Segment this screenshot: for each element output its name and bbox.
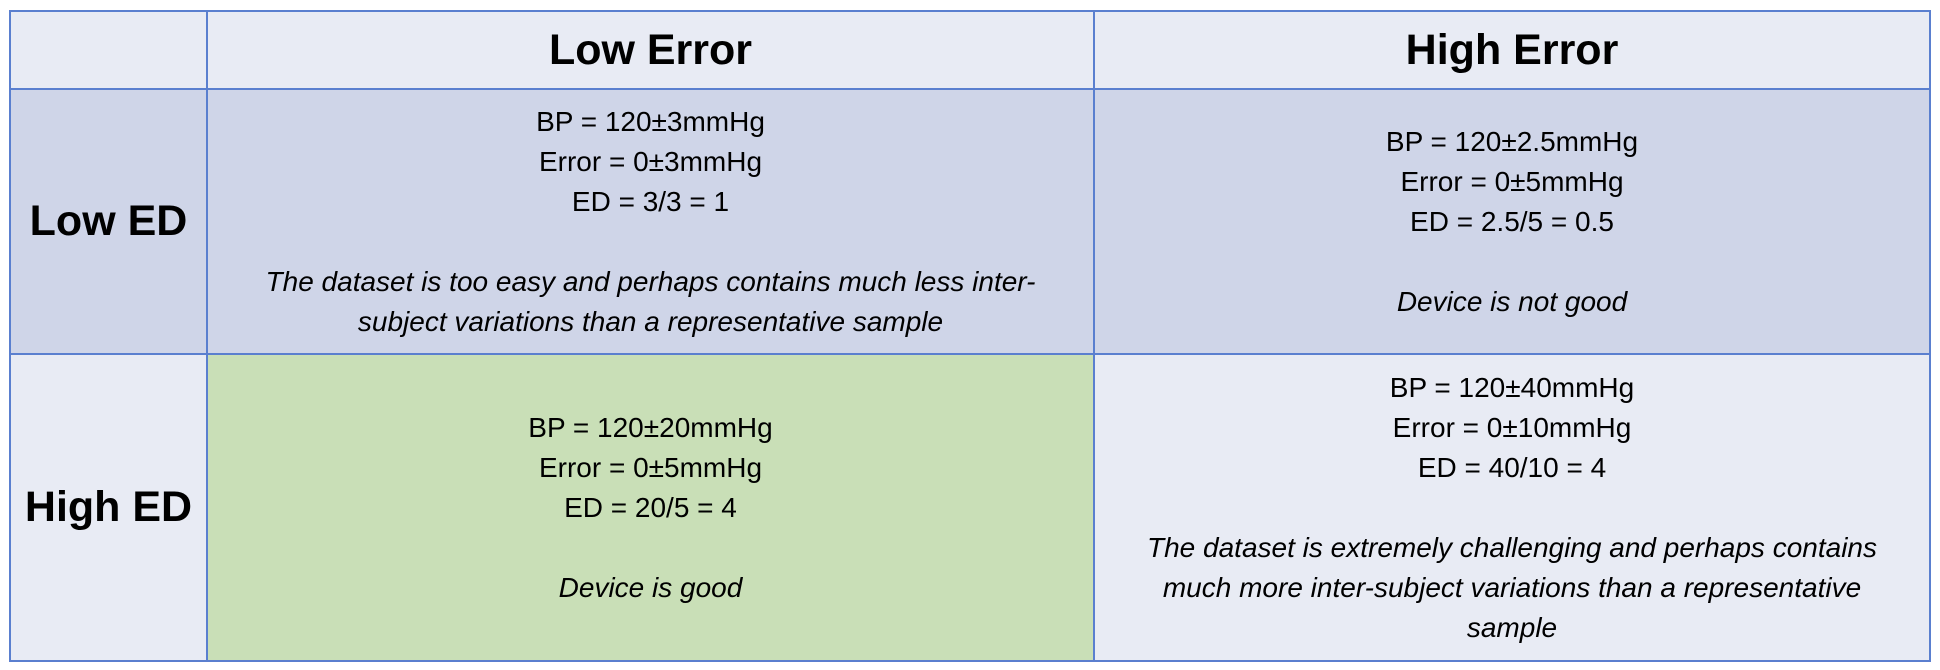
cell-stats: BP = 120±40mmHg Error = 0±10mmHg ED = 40… <box>1095 368 1929 488</box>
bp-value: BP = 120±3mmHg <box>536 105 765 137</box>
cell-high-ed-high-error: BP = 120±40mmHg Error = 0±10mmHg ED = 40… <box>1093 353 1931 662</box>
row-low-ed: Low ED BP = 120±3mmHg Error = 0±3mmHg ED… <box>9 88 1931 356</box>
error-value: Error = 0±3mmHg <box>538 145 763 177</box>
row-high-ed: High ED BP = 120±20mmHg Error = 0±5mmHg … <box>9 353 1931 662</box>
cell-high-ed-low-error: BP = 120±20mmHg Error = 0±5mmHg ED = 20/… <box>206 353 1095 662</box>
ed-value: ED = 20/5 = 4 <box>564 491 737 523</box>
error-value: Error = 0±10mmHg <box>1392 411 1632 443</box>
cell-stats: BP = 120±2.5mmHg Error = 0±5mmHg ED = 2.… <box>1095 122 1929 242</box>
bp-value: BP = 120±2.5mmHg <box>1385 125 1639 157</box>
column-header-high-error: High Error <box>1093 9 1931 91</box>
error-value: Error = 0±5mmHg <box>538 451 763 483</box>
cell-stats: BP = 120±3mmHg Error = 0±3mmHg ED = 3/3 … <box>208 102 1093 222</box>
cell-low-ed-low-error: BP = 120±3mmHg Error = 0±3mmHg ED = 3/3 … <box>206 88 1095 356</box>
cell-low-ed-high-error: BP = 120±2.5mmHg Error = 0±5mmHg ED = 2.… <box>1093 88 1931 356</box>
cell-note: The dataset is too easy and perhaps cont… <box>265 265 1036 337</box>
column-header-low-error: Low Error <box>206 9 1095 91</box>
ed-error-matrix: Low Error High Error Low ED BP = 120±3mm… <box>9 9 1931 662</box>
corner-cell <box>9 9 208 91</box>
bp-value: BP = 120±20mmHg <box>528 411 773 443</box>
row-header-low-ed: Low ED <box>9 88 208 356</box>
cell-stats: BP = 120±20mmHg Error = 0±5mmHg ED = 20/… <box>208 408 1093 528</box>
ed-value: ED = 3/3 = 1 <box>571 185 730 217</box>
ed-value: ED = 2.5/5 = 0.5 <box>1410 205 1614 237</box>
cell-note: Device is good <box>558 571 743 603</box>
row-header-high-ed: High ED <box>9 353 208 662</box>
bp-value: BP = 120±40mmHg <box>1389 371 1635 403</box>
ed-value: ED = 40/10 = 4 <box>1417 451 1607 483</box>
header-row: Low Error High Error <box>9 9 1931 91</box>
cell-note: Device is not good <box>1396 285 1628 317</box>
cell-note: The dataset is extremely challenging and… <box>1147 531 1877 643</box>
error-value: Error = 0±5mmHg <box>1400 165 1624 197</box>
